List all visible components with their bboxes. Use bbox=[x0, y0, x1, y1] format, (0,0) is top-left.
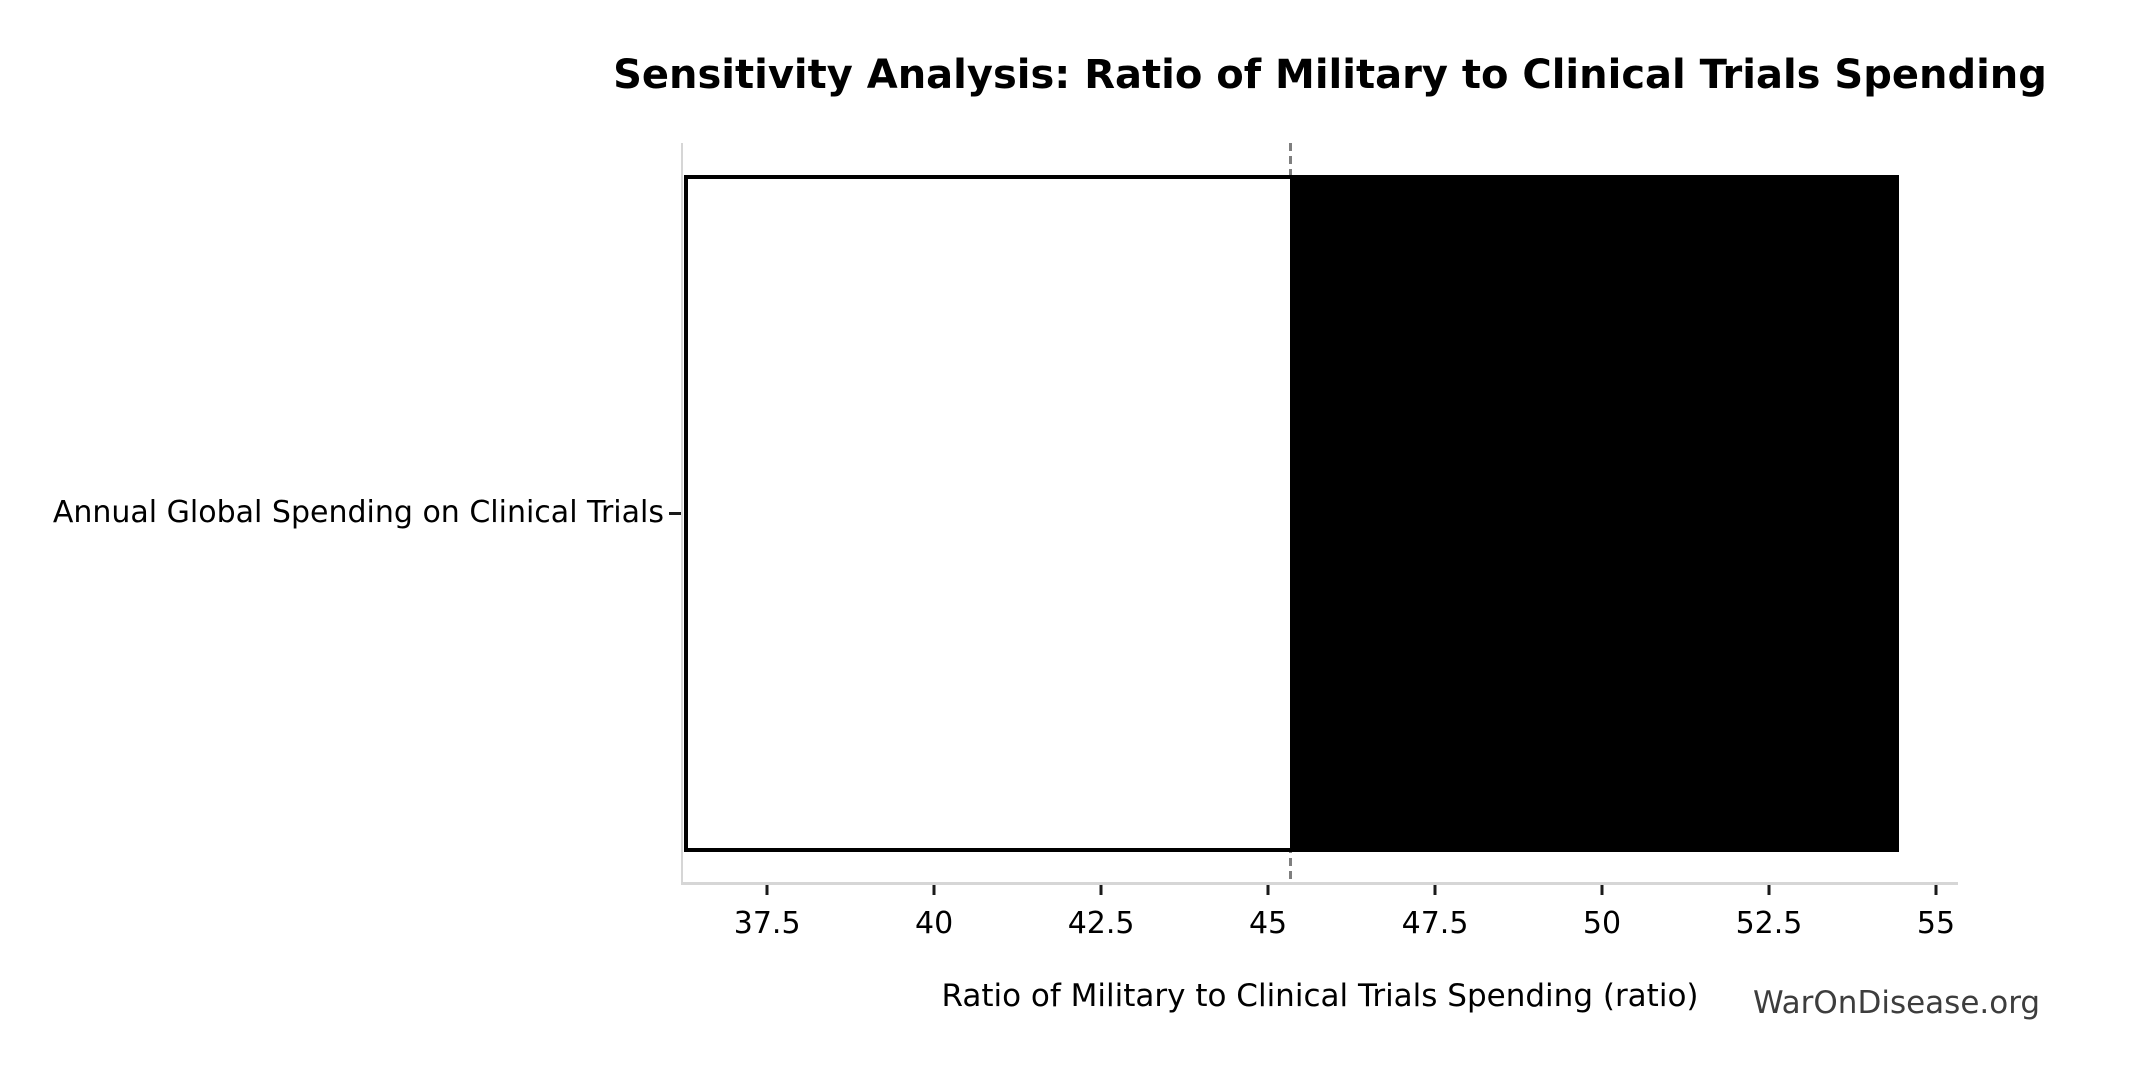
x-axis-label: Ratio of Military to Clinical Trials Spe… bbox=[941, 978, 1699, 1014]
watermark-text: WarOnDisease.org bbox=[1753, 985, 2041, 1021]
y-tick-mark bbox=[669, 512, 681, 515]
x-tick-label: 55 bbox=[1916, 906, 1956, 941]
x-tick-mark bbox=[1767, 885, 1771, 895]
x-tick-mark bbox=[1433, 885, 1437, 895]
y-axis-spine bbox=[681, 143, 683, 884]
x-tick-label: 37.5 bbox=[733, 906, 801, 941]
x-tick-label: 52.5 bbox=[1735, 906, 1803, 941]
x-tick-label: 50 bbox=[1582, 906, 1622, 941]
x-tick-mark bbox=[1099, 885, 1103, 895]
x-tick-mark bbox=[1266, 885, 1270, 895]
x-tick-mark bbox=[1934, 885, 1938, 895]
sensitivity-bar bbox=[684, 175, 1900, 852]
x-tick-mark bbox=[1600, 885, 1604, 895]
plot-area: 37.5 40 42.5 45 47.5 50 52.5 55 bbox=[669, 143, 1958, 941]
x-tick-label: 42.5 bbox=[1067, 906, 1135, 941]
x-tick-label: 40 bbox=[915, 906, 954, 941]
x-tick-mark bbox=[932, 885, 936, 895]
bar-high-segment bbox=[1290, 179, 1896, 848]
chart-title: Sensitivity Analysis: Ratio of Military … bbox=[613, 52, 2047, 98]
x-axis-spine bbox=[681, 882, 1958, 885]
x-tick-label: 47.5 bbox=[1401, 906, 1469, 941]
x-tick-mark bbox=[765, 885, 769, 895]
x-tick-label: 45 bbox=[1248, 906, 1288, 941]
y-category-label: Annual Global Spending on Clinical Trial… bbox=[52, 495, 664, 530]
